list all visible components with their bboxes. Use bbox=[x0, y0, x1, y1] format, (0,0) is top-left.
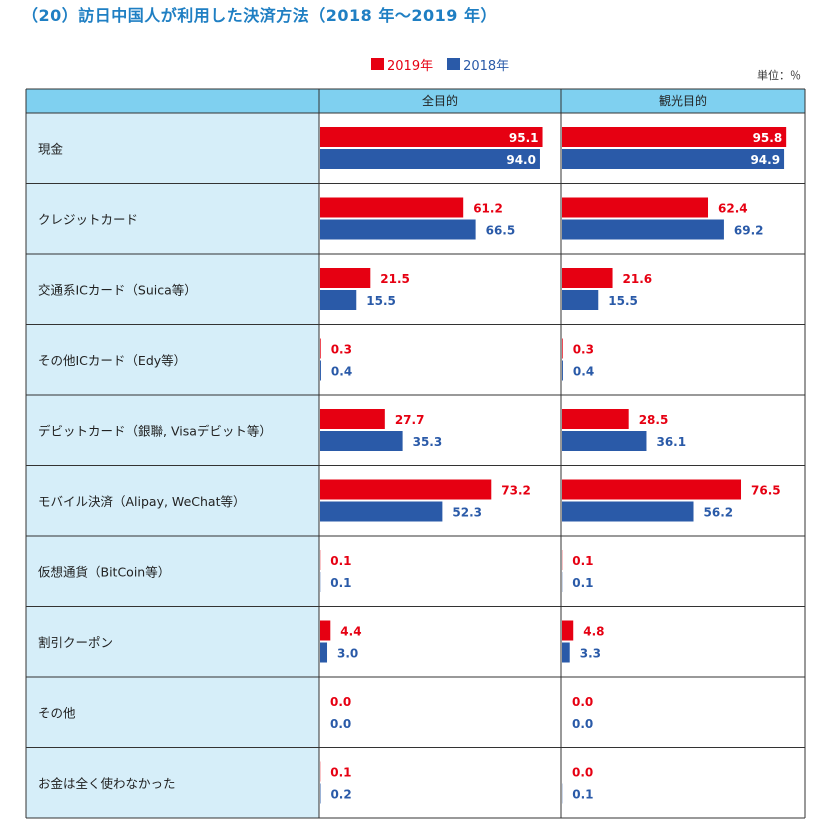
value-label-2019: 0.3 bbox=[331, 343, 352, 357]
bar-2018 bbox=[320, 360, 321, 381]
bar-2018 bbox=[320, 219, 476, 240]
bar-2018 bbox=[562, 431, 647, 451]
value-label-2018: 0.4 bbox=[573, 365, 594, 379]
bar-2018 bbox=[320, 149, 540, 169]
legend-swatch-2019 bbox=[371, 58, 384, 70]
value-label-2019: 62.4 bbox=[718, 202, 748, 216]
bar-2019 bbox=[562, 409, 629, 429]
bar-2019 bbox=[320, 127, 543, 147]
legend: 2019年 2018年 bbox=[371, 55, 509, 74]
bar-2018 bbox=[562, 642, 570, 663]
value-label-2019: 0.0 bbox=[572, 695, 593, 709]
bar-2019 bbox=[320, 338, 321, 359]
value-label-2018: 0.1 bbox=[330, 576, 351, 590]
bar-2019 bbox=[562, 479, 742, 500]
panel-header-2: 観光目的 bbox=[659, 93, 707, 108]
value-label-2019: 0.1 bbox=[572, 554, 593, 568]
value-label-2018: 3.0 bbox=[337, 647, 358, 661]
value-label-2019: 27.7 bbox=[395, 413, 425, 427]
bar-2019 bbox=[562, 620, 574, 641]
value-label-2018: 0.0 bbox=[572, 717, 593, 731]
bar-2018 bbox=[562, 360, 563, 381]
bar-2018 bbox=[562, 219, 724, 240]
legend-item-2018: 2018年 bbox=[447, 55, 509, 74]
bar-2018 bbox=[320, 501, 443, 522]
value-label-2019: 28.5 bbox=[639, 413, 669, 427]
value-label-2019: 76.5 bbox=[751, 484, 781, 498]
legend-label-2018: 2018年 bbox=[463, 58, 510, 74]
value-label-2018: 0.2 bbox=[330, 788, 351, 802]
value-label-2018: 66.5 bbox=[486, 224, 516, 238]
row-label: 割引クーポン bbox=[38, 635, 113, 650]
bar-2018 bbox=[320, 642, 328, 663]
value-label-2018: 0.4 bbox=[331, 365, 352, 379]
bar-2019 bbox=[562, 127, 787, 147]
bar-2018 bbox=[562, 501, 694, 522]
value-label-2018: 15.5 bbox=[608, 294, 638, 308]
bar-2018 bbox=[320, 431, 403, 451]
value-label-2019: 0.0 bbox=[572, 766, 593, 780]
value-label-2018: 0.1 bbox=[572, 788, 593, 802]
value-label-2019: 21.6 bbox=[623, 272, 653, 286]
row-label: 現金 bbox=[38, 141, 64, 156]
legend-label-2019: 2019年 bbox=[387, 58, 434, 74]
chart-title: （20）訪日中国人が利用した決済方法（2018 年〜2019 年） bbox=[22, 6, 497, 25]
value-label-2018: 69.2 bbox=[734, 224, 764, 238]
value-label-2019: 95.1 bbox=[509, 131, 539, 145]
value-label-2018: 0.0 bbox=[330, 717, 351, 731]
bar-2019 bbox=[320, 268, 371, 288]
legend-swatch-2018 bbox=[447, 58, 461, 70]
row-label: クレジットカード bbox=[38, 212, 138, 227]
bar-2019 bbox=[562, 338, 563, 359]
value-label-2018: 35.3 bbox=[413, 435, 443, 449]
bar-2019 bbox=[320, 409, 385, 429]
bar-2019 bbox=[562, 197, 709, 218]
value-label-2019: 0.3 bbox=[573, 343, 594, 357]
row-label: その他 bbox=[38, 705, 76, 720]
value-label-2019: 0.1 bbox=[330, 766, 351, 780]
row-label: お金は全く使わなかった bbox=[38, 776, 176, 791]
row-label: デビットカード（銀聯, Visaデビット等） bbox=[38, 423, 272, 438]
value-label-2018: 94.9 bbox=[750, 153, 780, 167]
value-label-2018: 56.2 bbox=[704, 506, 734, 520]
value-label-2019: 4.4 bbox=[340, 625, 361, 639]
unit-label: 単位：％ bbox=[757, 69, 801, 82]
value-label-2019: 4.8 bbox=[583, 625, 604, 639]
panel-header-1: 全目的 bbox=[422, 93, 458, 108]
value-label-2019: 21.5 bbox=[380, 272, 410, 286]
value-label-2018: 15.5 bbox=[366, 294, 396, 308]
value-label-2019: 0.0 bbox=[330, 695, 351, 709]
value-label-2018: 3.3 bbox=[580, 647, 601, 661]
row-label: 仮想通貨（BitCoin等） bbox=[38, 564, 170, 579]
value-label-2019: 95.8 bbox=[753, 131, 783, 145]
bar-2019 bbox=[320, 479, 492, 500]
value-label-2018: 94.0 bbox=[506, 153, 536, 167]
row-label: モバイル決済（Alipay, WeChat等） bbox=[38, 494, 245, 509]
row-label: 交通系ICカード（Suica等） bbox=[38, 282, 197, 297]
bar-2019 bbox=[562, 268, 613, 288]
row-label: その他ICカード（Edy等） bbox=[38, 353, 186, 368]
value-label-2018: 0.1 bbox=[572, 576, 593, 590]
legend-item-2019: 2019年 bbox=[371, 55, 433, 74]
value-label-2019: 73.2 bbox=[501, 484, 531, 498]
bar-2018 bbox=[562, 149, 785, 169]
value-label-2018: 36.1 bbox=[656, 435, 686, 449]
bar-2018 bbox=[320, 290, 357, 310]
bar-2018 bbox=[562, 290, 599, 310]
value-label-2019: 61.2 bbox=[473, 202, 503, 216]
bar-2019 bbox=[320, 197, 464, 218]
bar-2019 bbox=[320, 620, 331, 641]
header-band bbox=[26, 89, 805, 113]
value-label-2018: 52.3 bbox=[452, 506, 482, 520]
value-label-2019: 0.1 bbox=[330, 554, 351, 568]
